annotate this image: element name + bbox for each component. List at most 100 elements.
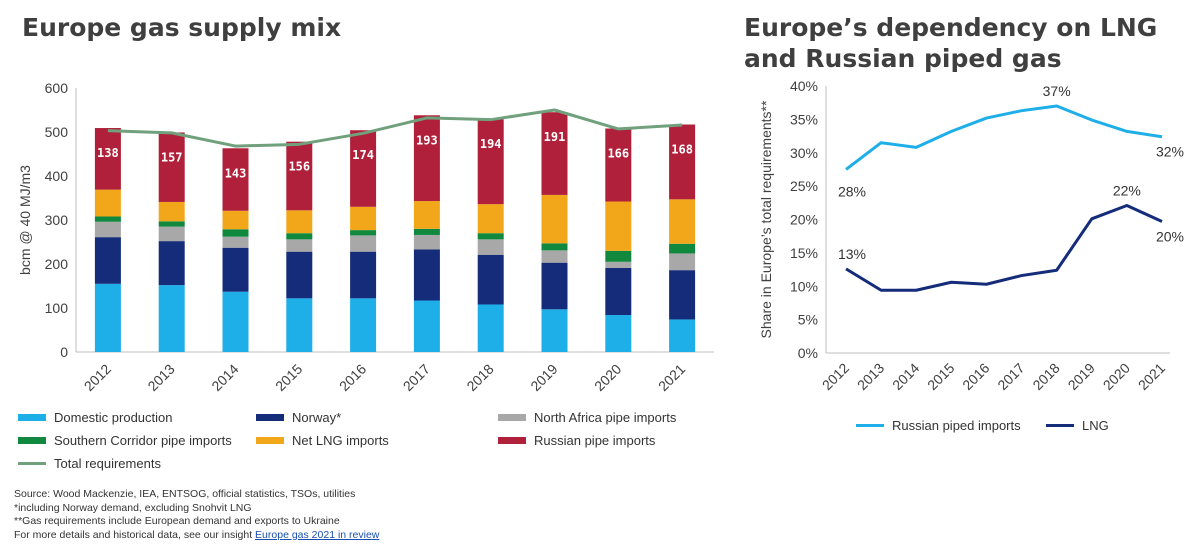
bar-segment (477, 304, 504, 352)
legend-label: Southern Corridor pipe imports (54, 433, 232, 448)
bar-segment (413, 249, 440, 301)
x-tick-label: 2017 (994, 360, 1027, 393)
x-tick-label: 2018 (1029, 360, 1062, 393)
legend-swatch (256, 414, 284, 421)
bar-segment (477, 204, 504, 234)
y-tick-label: 600 (45, 80, 69, 96)
footnote-3: For more details and historical data, se… (14, 529, 379, 543)
legend-label: North Africa pipe imports (534, 410, 677, 425)
total-requirements-line (107, 108, 683, 148)
right-chart-title: Europe’s dependency on LNG and Russian p… (744, 13, 1158, 73)
series-line (845, 104, 1163, 171)
bar-segment (158, 201, 185, 222)
bar-segment (286, 210, 313, 234)
legend-line-swatch (18, 462, 46, 465)
legend-item-norway: Norway* (256, 410, 341, 425)
bar-data-label: 191 (544, 130, 566, 144)
y-tick-label: 25% (790, 178, 818, 194)
point-data-label: 28% (838, 183, 866, 199)
bar-segment (605, 315, 632, 352)
bar-segment (222, 210, 249, 230)
bar-segment (413, 201, 440, 229)
x-tick-label: 2013 (144, 361, 177, 394)
bar-data-label: 194 (480, 137, 502, 151)
y-tick-label: 500 (45, 124, 69, 140)
y-tick-label: 15% (790, 245, 818, 261)
point-data-label: 20% (1156, 229, 1184, 245)
legend-swatch (498, 414, 526, 421)
right-legend: Russian piped imports LNG (856, 418, 1196, 438)
x-tick-label: 2013 (854, 360, 887, 393)
bar-data-label: 143 (225, 166, 247, 180)
x-tick-label: 2020 (1100, 360, 1133, 393)
bar-segment (541, 194, 568, 244)
y-tick-label: 40% (790, 78, 818, 94)
bar-segment (158, 241, 185, 286)
x-tick-label: 2015 (924, 360, 957, 393)
bar-segment (158, 226, 185, 242)
insight-link[interactable]: Europe gas 2021 in review (255, 528, 380, 541)
x-tick-label: 2018 (463, 361, 496, 394)
y-tick-label: 300 (45, 212, 69, 228)
bar-segment (541, 250, 568, 263)
legend-item-russian-piped: Russian piped imports (856, 418, 1021, 433)
point-data-label: 37% (1043, 83, 1071, 99)
legend-item-russian-pipe: Russian pipe imports (498, 433, 655, 448)
bar-segment (605, 250, 632, 262)
legend-label: Russian pipe imports (534, 433, 656, 448)
y-tick-label: 200 (45, 256, 69, 272)
bar-segment (669, 270, 696, 320)
legend-label: LNG (1082, 418, 1109, 433)
legend-item-lng: Net LNG imports (256, 433, 389, 448)
y-axis-label: Share in Europe’s total requirements** (758, 100, 774, 338)
bar-data-label: 156 (288, 160, 310, 174)
bar-segment (158, 285, 185, 352)
bar-segment (350, 298, 377, 352)
bar-segment (477, 254, 504, 305)
bar-segment (94, 283, 121, 352)
x-tick-label: 2019 (527, 361, 560, 394)
y-tick-label: 400 (45, 168, 69, 184)
bar-segment (669, 124, 696, 200)
bar-segment (222, 247, 249, 292)
x-tick-label: 2019 (1065, 360, 1098, 393)
bar-data-label: 166 (607, 146, 629, 160)
bar-segment (286, 298, 313, 352)
bar-segment (94, 128, 121, 190)
legend-label: Norway* (292, 410, 342, 425)
bar-segment (477, 119, 504, 205)
bar-segment (286, 141, 313, 211)
legend-swatch (18, 414, 46, 421)
legend-item-total-requirements: Total requirements (18, 456, 161, 471)
point-data-label: 22% (1113, 182, 1141, 198)
x-tick-label: 2012 (81, 361, 114, 394)
x-tick-label: 2020 (591, 361, 624, 394)
footnote-2: **Gas requirements include European dema… (14, 515, 340, 527)
bar-segment (413, 234, 440, 250)
legend-swatch (498, 437, 526, 444)
y-tick-label: 20% (790, 212, 818, 228)
footnote-1: *including Norway demand, excluding Snoh… (14, 501, 252, 514)
y-axis-label: bcm @ 40 MJ/m3 (17, 165, 33, 275)
bar-segment (413, 228, 440, 235)
legend-item-north-africa: North Africa pipe imports (498, 410, 676, 425)
legend-swatch (18, 437, 46, 444)
legend-label: Total requirements (54, 456, 161, 471)
bar-segment (669, 199, 696, 244)
bar-segment (350, 130, 377, 207)
y-tick-label: 10% (790, 278, 818, 294)
bar-segment (350, 235, 377, 252)
bar-segment (222, 291, 249, 352)
y-tick-label: 0 (60, 344, 68, 360)
legend-line-swatch (1046, 424, 1074, 427)
bar-segment (669, 243, 696, 254)
y-tick-label: 0% (798, 345, 818, 361)
bar-segment (605, 128, 632, 202)
bar-segment (350, 251, 377, 299)
bar-segment (541, 309, 568, 352)
y-tick-label: 35% (790, 111, 818, 127)
bar-segment (605, 261, 632, 268)
y-tick-label: 100 (45, 300, 69, 316)
left-legend: Domestic production Norway* North Africa… (18, 410, 718, 482)
bar-segment (605, 201, 632, 251)
